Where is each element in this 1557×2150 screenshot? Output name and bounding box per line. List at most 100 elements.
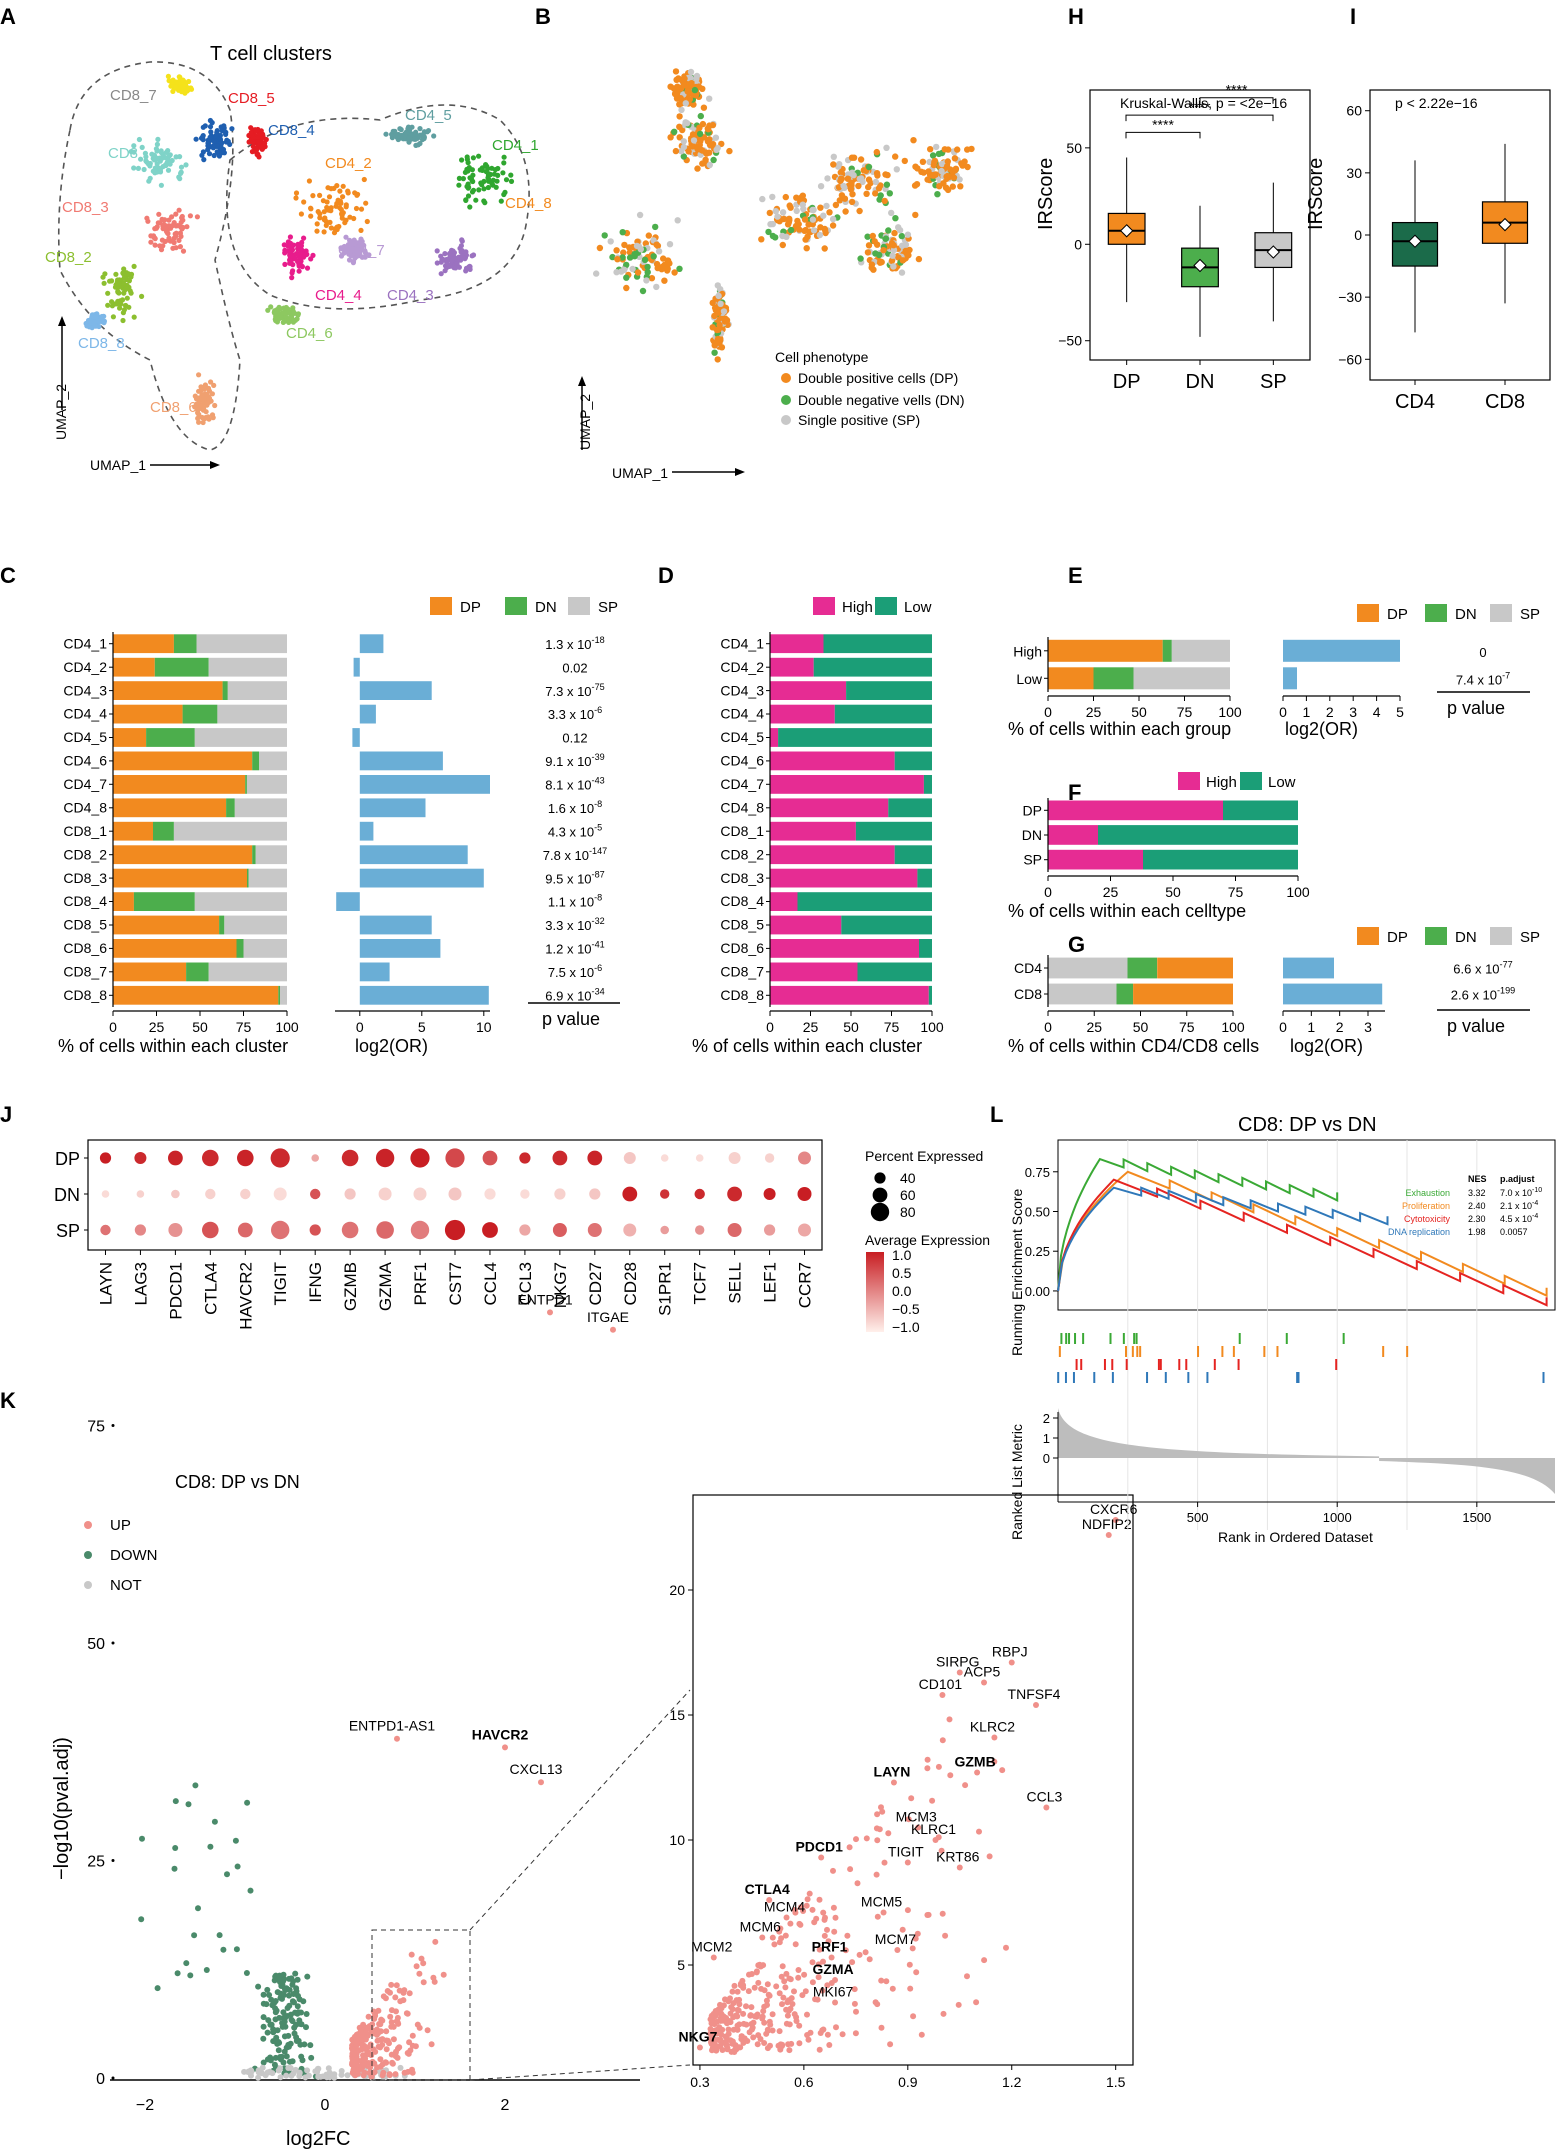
umap-b-point bbox=[951, 155, 959, 162]
or-x-tick-label: 3 bbox=[1364, 1019, 1372, 1035]
umap-b-point bbox=[710, 156, 717, 164]
l-ylabel-metric: Ranked List Metric bbox=[1009, 1424, 1025, 1540]
k-point-down bbox=[296, 1996, 303, 2003]
umap-b-point bbox=[666, 241, 674, 248]
bar-dp bbox=[1133, 983, 1233, 1005]
k-gene-label: CXCL13 bbox=[510, 1761, 563, 1777]
k-point-down bbox=[260, 2059, 267, 2066]
k-inset-point bbox=[724, 2045, 731, 2052]
l-xlabel: Rank in Ordered Dataset bbox=[1218, 1529, 1373, 1545]
k-inset-point bbox=[881, 1859, 888, 1866]
l-pathway-label: Cytotoxicity bbox=[1404, 1214, 1451, 1224]
k-inset-point bbox=[804, 1896, 811, 1903]
umap-a-point bbox=[304, 265, 311, 271]
umap-b-point bbox=[619, 229, 626, 236]
umap-a-points bbox=[83, 73, 515, 426]
k-point-up bbox=[408, 1951, 415, 1958]
j-gene-label: CCR7 bbox=[796, 1262, 815, 1308]
umap-b-point bbox=[623, 274, 630, 281]
umap-b-point bbox=[676, 123, 683, 130]
umap-a-point bbox=[328, 208, 334, 214]
umap-b-point bbox=[780, 215, 788, 223]
k-point-down bbox=[270, 2026, 277, 2033]
j-dot bbox=[660, 1225, 669, 1235]
j-color-bar bbox=[866, 1252, 884, 1332]
k-inset-point bbox=[783, 2020, 790, 2027]
k-gene-label: ENTPD1 bbox=[517, 1291, 572, 1307]
umap-b-point bbox=[799, 192, 806, 199]
p-value: 3.3 x 10-32 bbox=[545, 916, 604, 933]
panel-b: Cell phenotype Double positive cells (DP… bbox=[577, 68, 975, 481]
k-point-up bbox=[395, 2020, 402, 2027]
k-inset-point bbox=[806, 1890, 813, 1897]
k-y-tick bbox=[111, 1641, 115, 1645]
umap-b-legend-dn: Double negative vells (DN) bbox=[798, 392, 965, 408]
k-inset-gene-label: NDFIP2 bbox=[1082, 1516, 1132, 1532]
k-inset-y-tick-label: 15 bbox=[669, 1707, 685, 1723]
k-point-down bbox=[284, 2005, 291, 2011]
k-inset-point bbox=[731, 1982, 738, 1989]
umap-a-point bbox=[294, 251, 300, 257]
umap-a-cluster-label: CD8_2 bbox=[45, 249, 92, 266]
significance-stars: **** bbox=[1152, 116, 1174, 132]
umap-a-point bbox=[343, 234, 349, 240]
k-inset-point bbox=[734, 2022, 741, 2029]
or-x-tick-label: 3 bbox=[1349, 704, 1357, 720]
k-point-down bbox=[286, 1992, 292, 1999]
k-inset-point bbox=[748, 1971, 755, 1977]
k-inset-point bbox=[712, 2042, 719, 2049]
umap-a-point bbox=[144, 215, 150, 221]
p-value: 0.02 bbox=[562, 660, 587, 675]
k-point-down bbox=[303, 2024, 309, 2031]
k-inset-gene-label: RBPJ bbox=[992, 1644, 1028, 1660]
umap-b-point bbox=[683, 120, 691, 127]
l-rank-tick-label: 500 bbox=[1187, 1510, 1209, 1525]
umap-a-point bbox=[347, 237, 353, 243]
umap-b-point bbox=[830, 161, 837, 168]
j-dot bbox=[410, 1220, 430, 1240]
umap-b-point bbox=[712, 340, 720, 347]
j-size-legend-label: 60 bbox=[900, 1187, 916, 1203]
k-point-down bbox=[203, 1967, 210, 1973]
k-point-down bbox=[260, 1991, 267, 1998]
umap-a-point bbox=[417, 126, 423, 132]
umap-a-point bbox=[143, 154, 149, 160]
k-point-down bbox=[281, 2018, 288, 2025]
bar-category-label: CD4_6 bbox=[720, 753, 764, 769]
umap-a-point bbox=[248, 129, 254, 136]
x-tick-label: 100 bbox=[920, 1019, 944, 1035]
p-value: 6.9 x 10-34 bbox=[545, 986, 604, 1003]
umap-a-point bbox=[207, 124, 214, 130]
d-bars: CD4_1CD4_2CD4_3CD4_4CD4_5CD4_6CD4_7CD4_8… bbox=[720, 632, 944, 1035]
umap-a-point bbox=[346, 247, 352, 253]
umap-a-point bbox=[362, 254, 368, 260]
umap-b-legend-dp: Double positive cells (DP) bbox=[798, 370, 958, 386]
umap-b-point bbox=[715, 292, 722, 300]
j-gene-label: GZMB bbox=[341, 1262, 360, 1311]
umap-a-point bbox=[448, 252, 454, 258]
umap-b-point bbox=[817, 204, 824, 211]
bar-high bbox=[1048, 800, 1223, 821]
k-point-not bbox=[288, 2072, 295, 2079]
umap-a-point bbox=[502, 189, 508, 195]
k-inset-point bbox=[761, 2040, 768, 2046]
umap-b-point bbox=[880, 247, 887, 254]
k-point-not bbox=[292, 2066, 299, 2073]
or-bar bbox=[359, 634, 384, 654]
k-inset-point bbox=[779, 2041, 786, 2048]
umap-b-point bbox=[711, 349, 718, 356]
umap-a-point bbox=[439, 257, 445, 263]
umap-b-point bbox=[848, 154, 856, 161]
k-inset-gene-label: CXCR6 bbox=[1090, 1501, 1138, 1517]
umap-b-legend-sp-dot bbox=[781, 415, 791, 425]
umap-a-cd4-outline bbox=[226, 104, 530, 310]
umap-b-point bbox=[938, 160, 946, 168]
j-dot bbox=[520, 1189, 530, 1199]
umap-a-point bbox=[286, 249, 292, 255]
k-inset-point bbox=[712, 2008, 719, 2014]
umap-a-point bbox=[463, 265, 470, 271]
umap-a-point bbox=[221, 128, 227, 134]
umap-a-point bbox=[476, 153, 482, 159]
k-inset-point bbox=[929, 1797, 936, 1804]
